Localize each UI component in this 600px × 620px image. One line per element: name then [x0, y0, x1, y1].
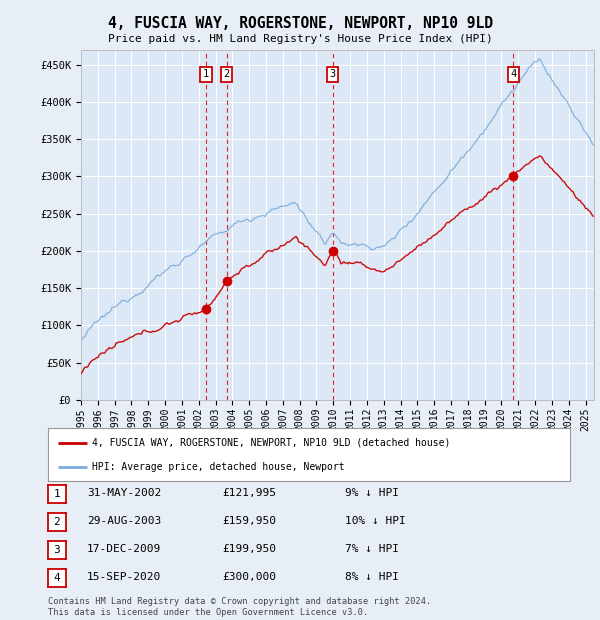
Text: £121,995: £121,995 [222, 488, 276, 498]
Text: 29-AUG-2003: 29-AUG-2003 [87, 516, 161, 526]
Text: 10% ↓ HPI: 10% ↓ HPI [345, 516, 406, 526]
Text: 4: 4 [511, 69, 517, 79]
Text: Price paid vs. HM Land Registry's House Price Index (HPI): Price paid vs. HM Land Registry's House … [107, 34, 493, 44]
Text: 4: 4 [53, 573, 61, 583]
Text: £159,950: £159,950 [222, 516, 276, 526]
Text: 2: 2 [224, 69, 230, 79]
Text: 2: 2 [53, 517, 61, 527]
Text: 3: 3 [53, 545, 61, 555]
Text: £300,000: £300,000 [222, 572, 276, 582]
Text: 4, FUSCIA WAY, ROGERSTONE, NEWPORT, NP10 9LD (detached house): 4, FUSCIA WAY, ROGERSTONE, NEWPORT, NP10… [92, 438, 451, 448]
Text: 1: 1 [203, 69, 209, 79]
Text: 3: 3 [329, 69, 336, 79]
Text: 15-SEP-2020: 15-SEP-2020 [87, 572, 161, 582]
Text: 1: 1 [53, 489, 61, 499]
Text: £199,950: £199,950 [222, 544, 276, 554]
Text: 31-MAY-2002: 31-MAY-2002 [87, 488, 161, 498]
Text: 9% ↓ HPI: 9% ↓ HPI [345, 488, 399, 498]
Text: 17-DEC-2009: 17-DEC-2009 [87, 544, 161, 554]
Text: 4, FUSCIA WAY, ROGERSTONE, NEWPORT, NP10 9LD: 4, FUSCIA WAY, ROGERSTONE, NEWPORT, NP10… [107, 16, 493, 30]
Text: 8% ↓ HPI: 8% ↓ HPI [345, 572, 399, 582]
Text: Contains HM Land Registry data © Crown copyright and database right 2024.
This d: Contains HM Land Registry data © Crown c… [48, 598, 431, 617]
Text: HPI: Average price, detached house, Newport: HPI: Average price, detached house, Newp… [92, 463, 345, 472]
Text: 7% ↓ HPI: 7% ↓ HPI [345, 544, 399, 554]
